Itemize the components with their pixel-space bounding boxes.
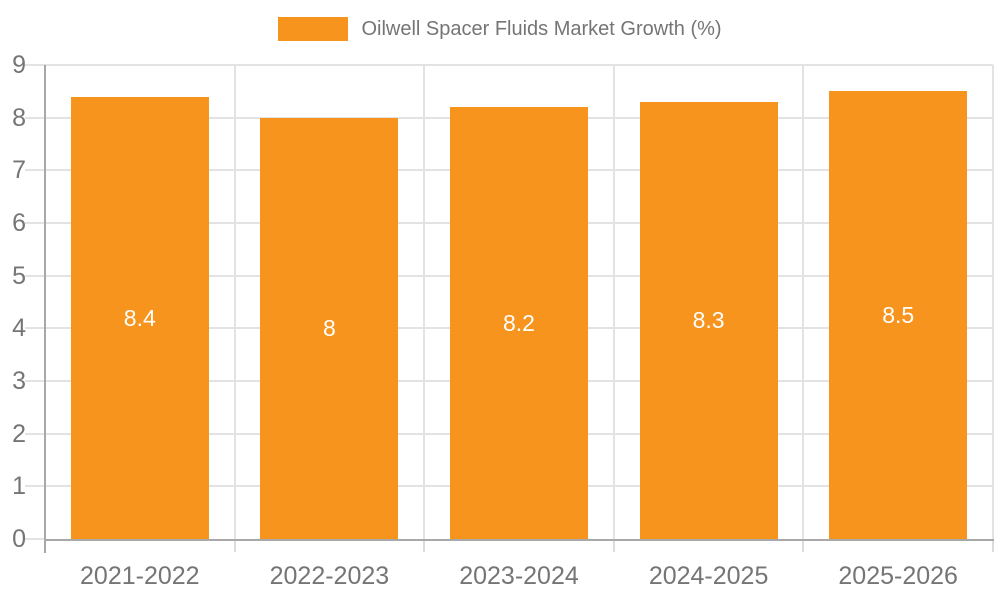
x-axis-tick (612, 539, 615, 552)
y-tick-label: 6 (12, 209, 26, 237)
legend-swatch (278, 17, 349, 41)
y-tick-label: 3 (12, 367, 26, 395)
y-tick-label: 4 (12, 314, 26, 343)
x-tick-label: 2024-2025 (648, 562, 769, 590)
x-axis-tick (233, 539, 236, 552)
x-axis-line (44, 539, 994, 541)
gridline-v (423, 65, 426, 539)
x-axis-tick (992, 539, 994, 552)
x-tick-label: 2022-2023 (269, 562, 390, 590)
y-axis-tick (25, 538, 45, 540)
y-tick-label: 0 (12, 525, 26, 553)
bar-value-label: 8 (322, 315, 336, 342)
y-axis-tick (25, 116, 45, 119)
y-tick-label: 9 (12, 51, 26, 79)
legend-label: Oilwell Spacer Fluids Market Growth (%) (361, 17, 722, 40)
y-axis-line (44, 65, 46, 553)
bar-2022-2023[interactable] (260, 117, 399, 539)
x-tick-label: 2025-2026 (838, 562, 958, 590)
bar-2025-2026[interactable] (829, 91, 968, 539)
bar-value-label: 8.3 (692, 307, 725, 334)
x-tick-label: 2021-2022 (80, 562, 200, 590)
y-axis-tick (25, 274, 45, 277)
y-axis-tick (25, 222, 45, 224)
x-tick-label: 2023-2024 (459, 562, 579, 590)
gridline-v (992, 65, 994, 539)
y-tick-label: 5 (12, 261, 26, 290)
bar-value-label: 8.2 (503, 310, 535, 337)
y-axis-tick (25, 169, 45, 172)
bar-2024-2025[interactable] (639, 101, 778, 539)
y-axis-tick (25, 380, 45, 382)
y-axis-tick (25, 432, 45, 435)
legend[interactable]: Oilwell Spacer Fluids Market Growth (%) (0, 17, 1000, 41)
y-axis-tick (25, 327, 45, 330)
y-axis-tick (25, 64, 45, 66)
bar-2023-2024[interactable] (450, 107, 588, 539)
gridline-v (233, 65, 236, 539)
y-tick-label: 2 (12, 419, 26, 448)
bar-value-label: 8.4 (123, 304, 156, 331)
bar-2021-2022[interactable] (70, 96, 209, 539)
bar-value-label: 8.5 (882, 302, 915, 329)
y-tick-label: 1 (12, 472, 26, 501)
y-tick-label: 7 (12, 156, 26, 185)
gridline-h (45, 64, 993, 66)
gridline-v (802, 65, 805, 539)
gridline-v (612, 65, 615, 539)
y-tick-label: 8 (12, 103, 26, 132)
x-axis-tick (423, 539, 426, 552)
y-axis-tick (25, 485, 45, 488)
x-axis-tick (802, 539, 805, 552)
